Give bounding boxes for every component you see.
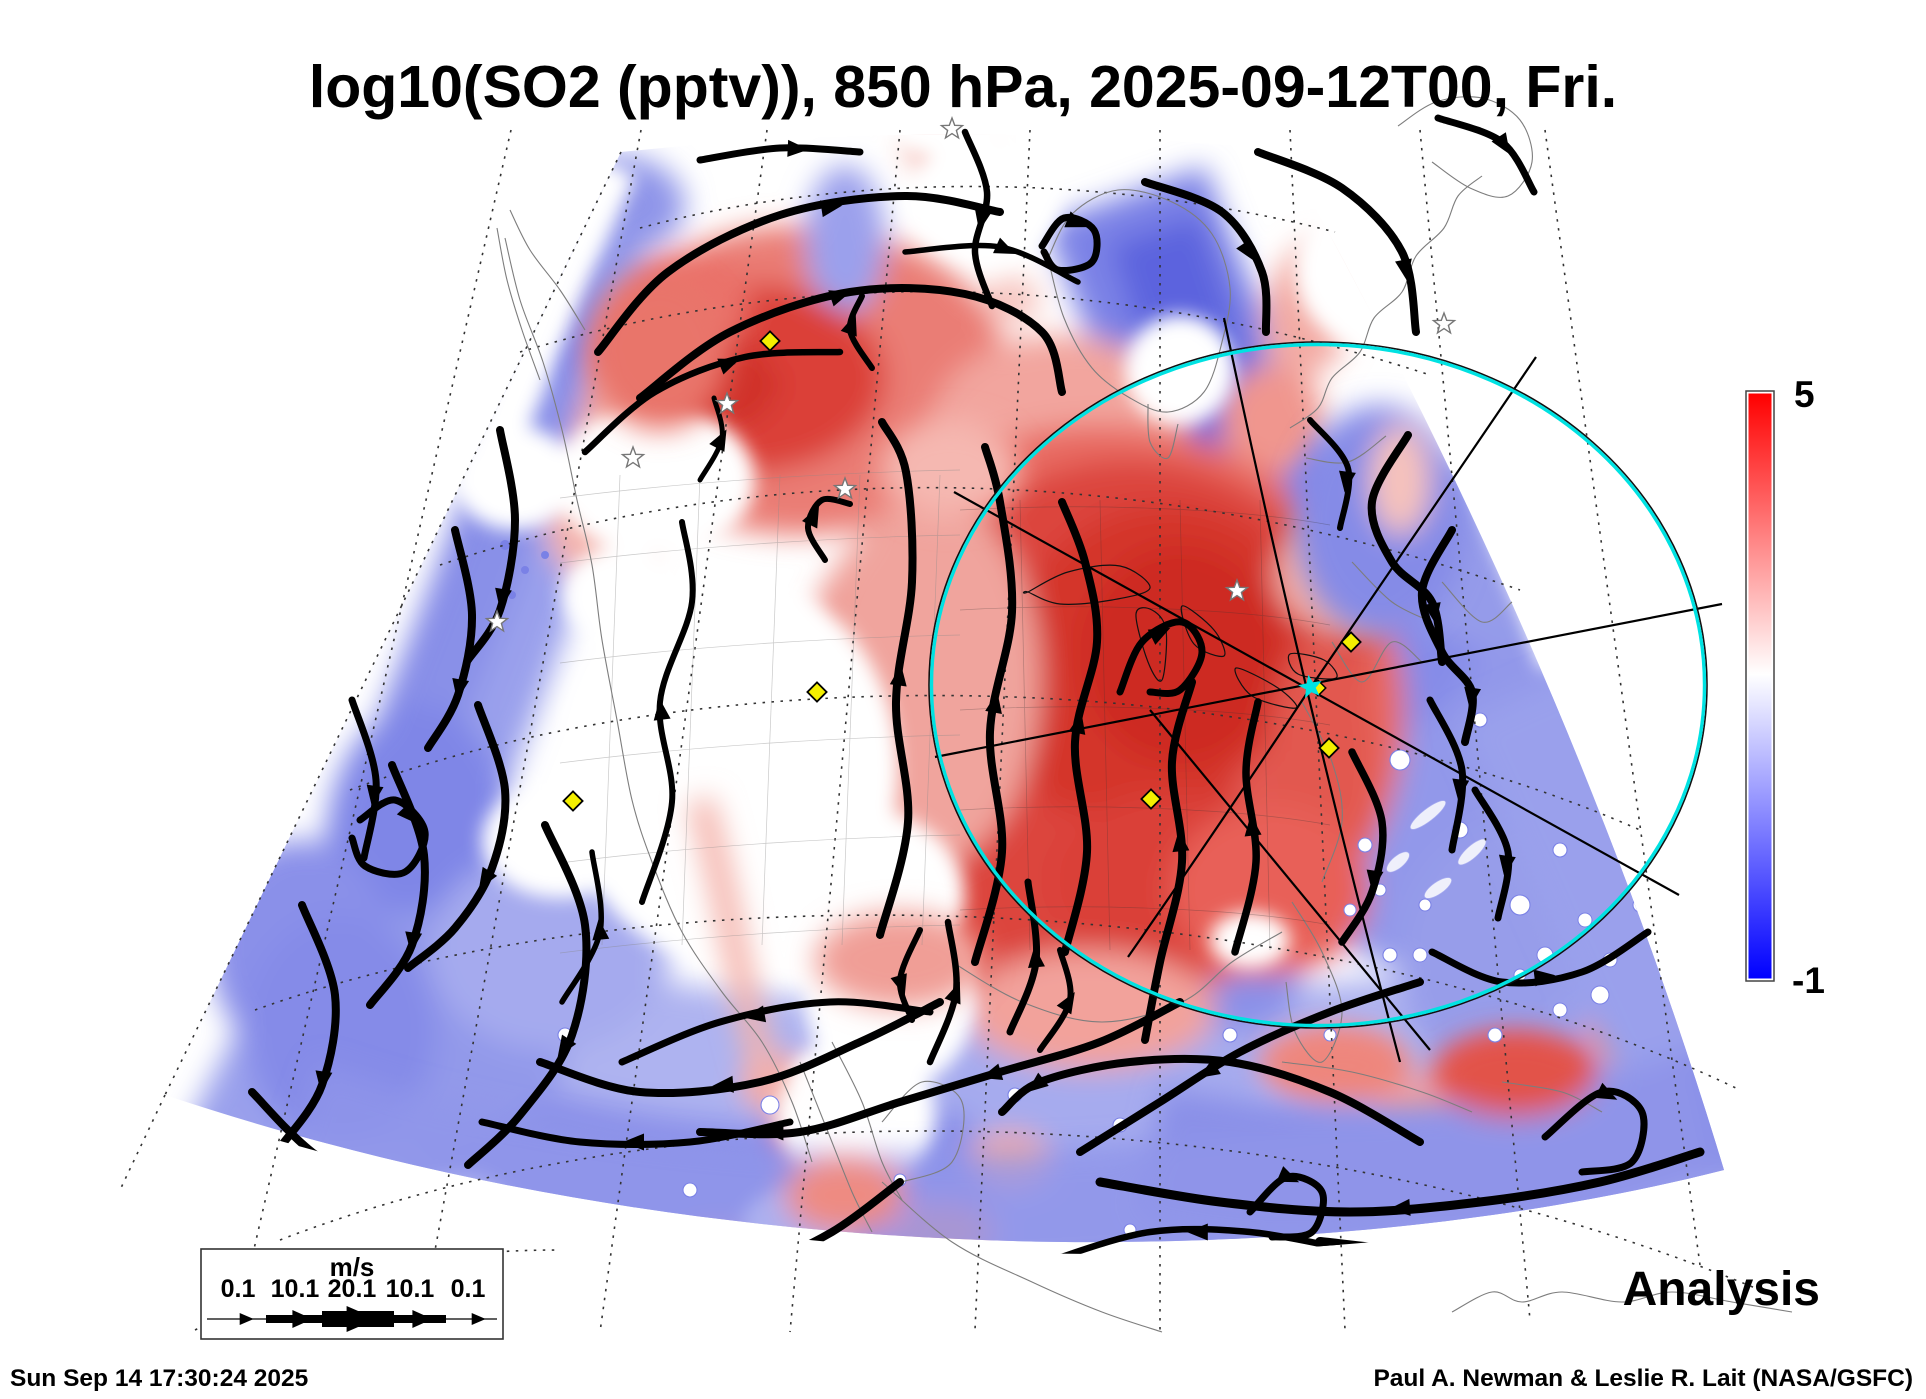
- svg-text:10.1: 10.1: [271, 1275, 320, 1303]
- svg-text:20.1: 20.1: [328, 1275, 377, 1303]
- svg-text:0.1: 0.1: [221, 1275, 256, 1303]
- svg-text:Paul A. Newman & Leslie R. Lai: Paul A. Newman & Leslie R. Lait (NASA/GS…: [1373, 1365, 1913, 1392]
- svg-text:5: 5: [1794, 374, 1815, 415]
- svg-text:log10(SO2 (pptv)), 850 hPa, 20: log10(SO2 (pptv)), 850 hPa, 2025-09-12T0…: [309, 54, 1617, 120]
- svg-text:Analysis: Analysis: [1623, 1263, 1820, 1316]
- svg-text:Sun Sep 14 17:30:24 2025: Sun Sep 14 17:30:24 2025: [10, 1365, 308, 1392]
- svg-text:10.1: 10.1: [386, 1275, 435, 1303]
- svg-text:m/s: m/s: [330, 1252, 375, 1282]
- svg-text:0.1: 0.1: [451, 1275, 486, 1303]
- svg-text:-1: -1: [1792, 960, 1825, 1001]
